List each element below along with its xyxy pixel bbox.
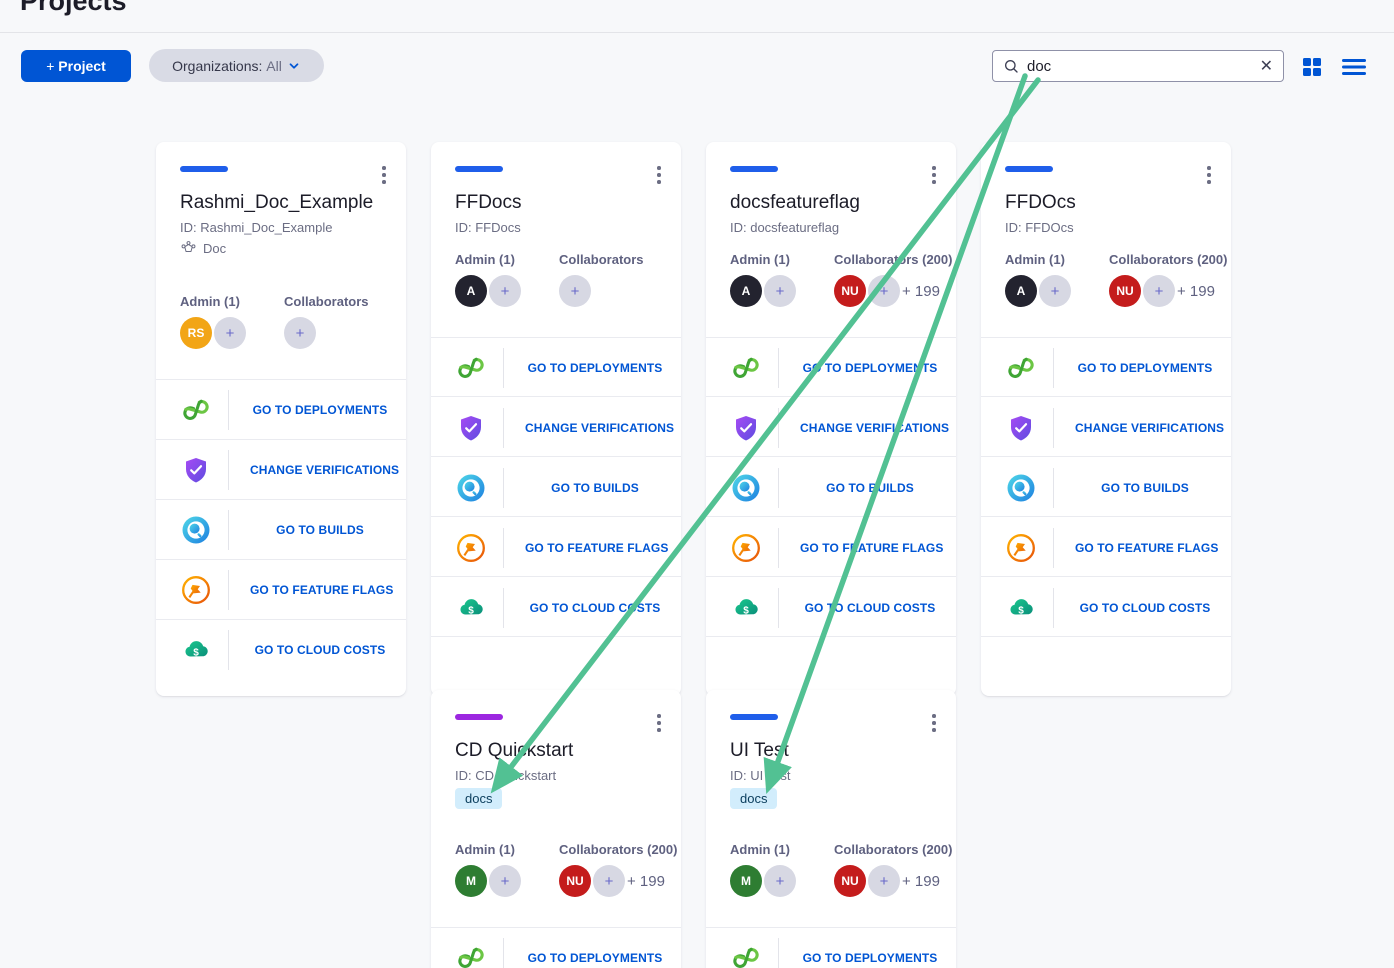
svg-text:$: $ xyxy=(1018,605,1024,616)
svg-text:$: $ xyxy=(193,647,199,658)
svg-text:$: $ xyxy=(468,605,474,616)
svg-text:$: $ xyxy=(743,605,749,616)
